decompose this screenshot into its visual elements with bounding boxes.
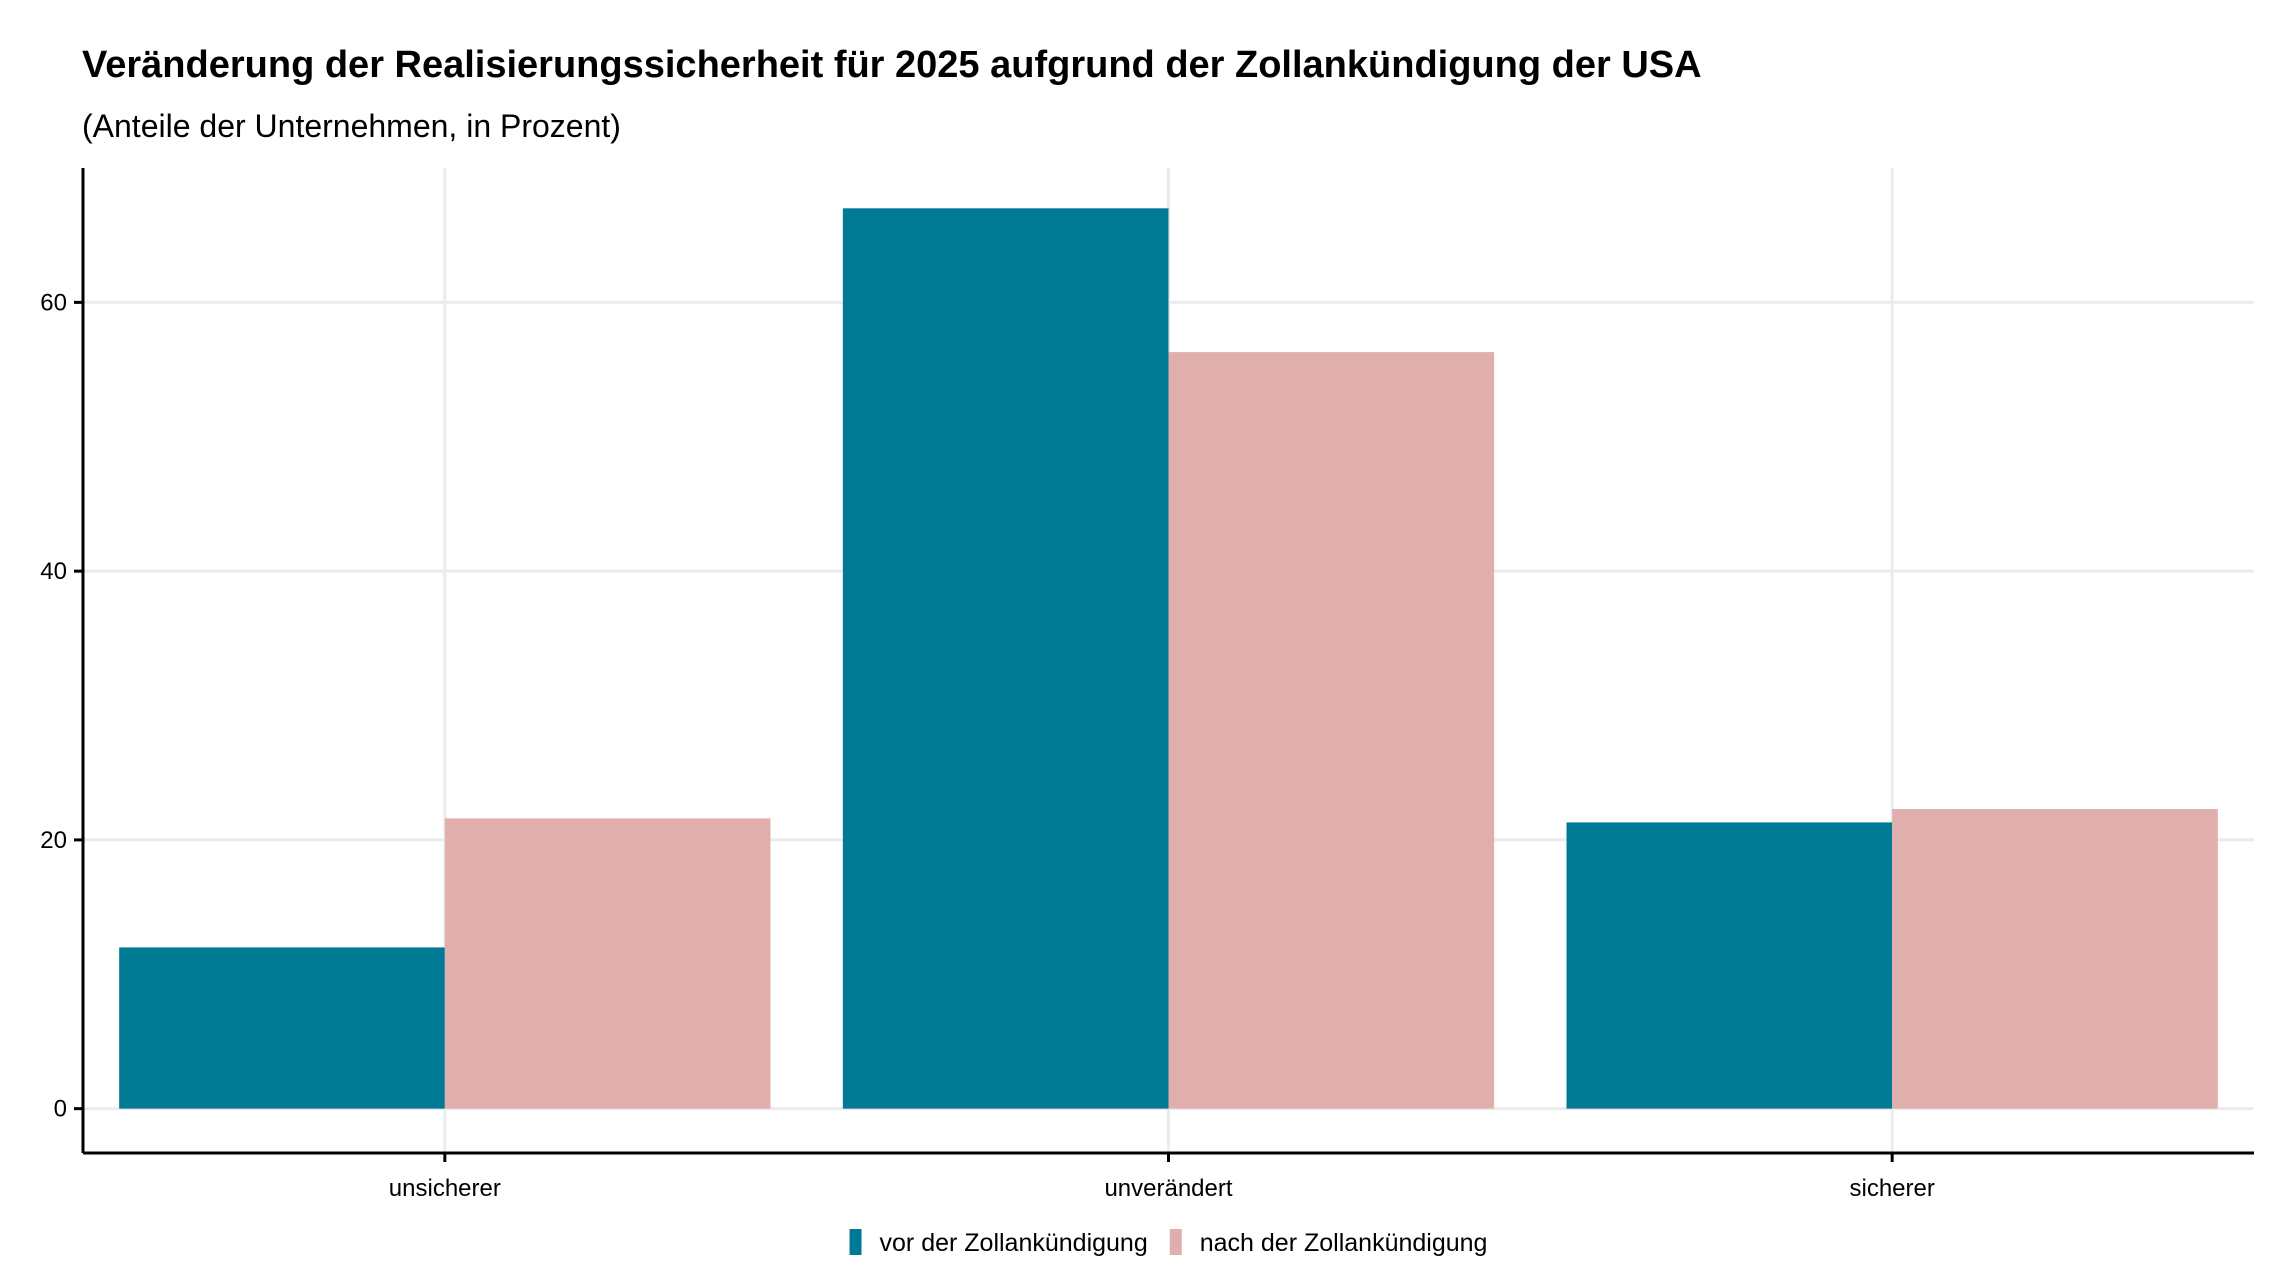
bar [119,947,445,1109]
bar [1168,352,1495,1109]
bar [1892,808,2218,1109]
legend-label: nach der Zollankündigung [1200,1229,1488,1257]
x-tick-label: sicherer [1849,1175,1934,1202]
legend: vor der Zollankündigung nach der Zollankü… [849,1229,1488,1257]
legend-key [1169,1229,1182,1255]
bar [444,818,771,1109]
y-tick-label: 20 [40,827,67,854]
y-tick-label: 0 [54,1096,67,1123]
legend-key [849,1229,862,1255]
bar [842,208,1169,1109]
y-tick-label: 60 [40,289,67,316]
y-tick-label: 40 [40,558,67,585]
bars [119,208,2218,1109]
x-tick-label: unsicherer [389,1175,501,1202]
axes: 0 20 40 60 unsicherer unverändert sicherer [40,168,2254,1202]
bar [1566,822,1893,1109]
chart-title: Veränderung der Realisierungssicherheit … [82,44,1702,86]
chart-subtitle: (Anteile der Unternehmen, in Prozent) [82,108,621,144]
x-tick-label: unverändert [1104,1175,1232,1202]
legend-label: vor der Zollankündigung [880,1229,1148,1257]
